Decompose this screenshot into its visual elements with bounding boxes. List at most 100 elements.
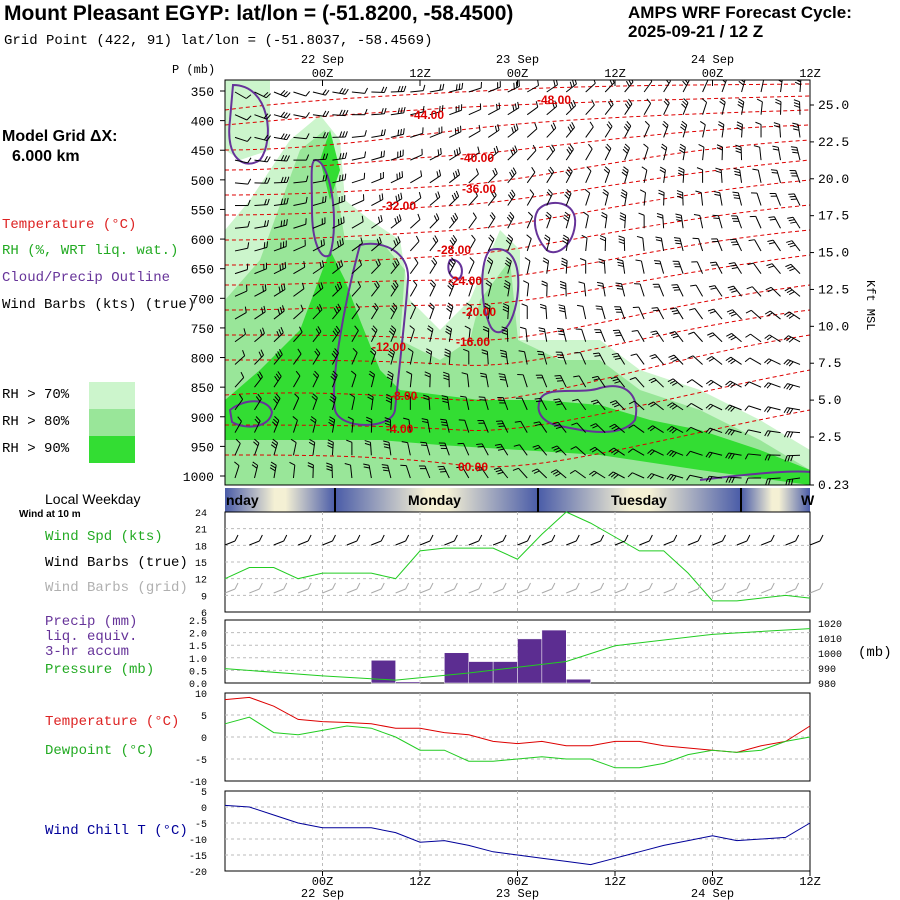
wind-barb — [254, 134, 271, 142]
wind-barb — [656, 213, 665, 229]
legend-rh80: RH > 80% — [2, 414, 70, 430]
wind-barb — [332, 281, 343, 297]
wind-barb — [643, 143, 649, 161]
wind-barb — [513, 444, 528, 456]
wind-barb — [765, 477, 781, 485]
wind-barb — [594, 329, 606, 342]
wind-barb — [506, 211, 515, 229]
wind-barb — [542, 257, 550, 274]
y-tick-label: 18 — [195, 542, 207, 553]
wind-barb — [312, 348, 321, 365]
wind-barb — [632, 306, 645, 320]
wind-barb — [648, 377, 664, 388]
surface-wind-barb — [541, 534, 556, 546]
wind-barb — [702, 80, 709, 93]
wind-barb — [351, 215, 364, 229]
wind-barb — [390, 106, 406, 116]
wind-barb — [753, 145, 762, 161]
grid-wind-barb — [273, 582, 288, 594]
wind-barb — [764, 430, 781, 437]
wind-barb — [662, 120, 669, 138]
wind-barb — [546, 189, 553, 206]
wind-barb — [744, 453, 762, 460]
wind-barb — [364, 440, 372, 456]
grid-wind-barb — [419, 582, 434, 594]
wind-barb — [418, 465, 431, 479]
wind-barb — [564, 189, 572, 206]
wind-barb — [437, 465, 450, 479]
wind-barb — [783, 335, 801, 343]
wind-barb — [310, 416, 317, 433]
wind-barb — [312, 326, 322, 343]
temperature-label: -20.00 — [462, 305, 496, 319]
top-hour-label: 00Z — [312, 67, 334, 81]
wind-barb — [351, 87, 369, 94]
wind-barb — [725, 380, 742, 389]
wind-chill-line — [224, 804, 811, 866]
wind-barb — [725, 452, 742, 460]
precip-bar — [371, 660, 396, 684]
wind-barb — [713, 191, 723, 206]
wind-barb — [706, 356, 723, 365]
wind-barb — [718, 121, 725, 138]
wind-barb — [460, 395, 470, 410]
bottom-hour-label: 00Z — [507, 875, 529, 889]
wind-barb — [351, 151, 367, 161]
wind-barb — [351, 130, 367, 138]
pressure-tick-label: 1000 — [818, 650, 842, 661]
wind-barb — [620, 189, 628, 206]
wind-barb — [456, 466, 470, 479]
grid-wind-barb — [346, 582, 361, 594]
wind-barb — [487, 234, 495, 252]
wind-barb — [410, 127, 424, 138]
wind-barb — [351, 172, 366, 184]
y-tick-label: -15 — [189, 852, 207, 863]
wind-barb — [328, 416, 336, 433]
top-day-label: 22 Sep — [301, 53, 344, 67]
wind-barb — [705, 451, 723, 459]
surface-wind-barb — [639, 534, 653, 546]
wind-barb — [669, 331, 684, 343]
wind-barb — [429, 169, 442, 184]
wind-barb — [555, 351, 567, 365]
wind-barb — [477, 420, 489, 433]
wind-barb — [735, 144, 743, 161]
wind-barb — [575, 328, 587, 342]
wind-barb — [482, 325, 490, 342]
wind-barb — [634, 283, 645, 297]
wind-barb — [467, 279, 474, 297]
wind-barb — [599, 235, 607, 251]
wind-barb — [745, 333, 762, 343]
wind-barb — [350, 370, 357, 388]
wind-barb — [681, 98, 689, 115]
weekday-label-2: Tuesday — [611, 492, 667, 508]
wind-barb — [526, 189, 535, 206]
wind-barb — [351, 237, 363, 252]
wind-barb — [254, 219, 269, 229]
y-tick-label: 0.5 — [189, 667, 207, 678]
wind-barb — [484, 302, 491, 320]
wind-barb — [518, 350, 528, 365]
temperature-label: -12.00 — [372, 340, 406, 354]
temperature-label: -28.00 — [437, 243, 471, 257]
grid-wind-barb — [444, 582, 458, 594]
wind-barb — [535, 374, 548, 388]
bottom-day-label: 22 Sep — [301, 887, 344, 900]
wind-barb — [621, 166, 629, 183]
wind-barb — [273, 133, 291, 141]
surface-wind-barb — [346, 534, 361, 546]
wind-barb — [312, 304, 323, 320]
wind-barb — [493, 467, 509, 479]
wind-barb — [251, 461, 259, 479]
y-tick-label: 5 — [201, 788, 207, 799]
wind-barb — [371, 150, 385, 161]
wind-barb — [254, 393, 262, 411]
wind-barb — [458, 419, 470, 433]
wind-barb — [745, 309, 762, 320]
wind-barb — [351, 259, 363, 275]
wind-barb — [307, 462, 314, 479]
wind-barb — [273, 90, 291, 98]
wind-barb — [293, 304, 304, 320]
wind-barb — [427, 325, 434, 342]
legend-cloud-outline: Cloud/Precip Outline — [2, 270, 171, 286]
